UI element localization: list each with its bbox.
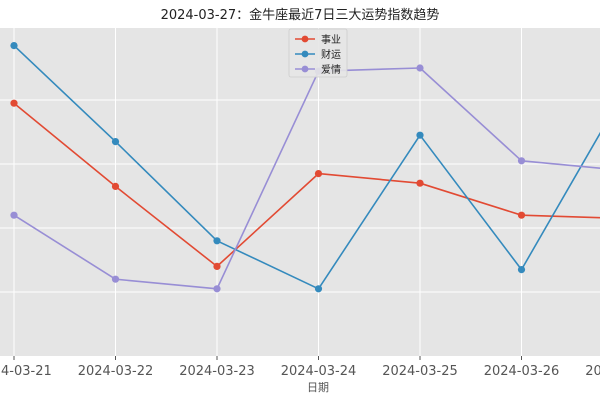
legend-swatch-marker: [301, 65, 309, 73]
data-point: [111, 138, 120, 146]
data-point: [10, 99, 18, 107]
x-tick-label: 2024-03-25: [382, 364, 458, 379]
series-lines: [10, 42, 600, 293]
data-point: [416, 131, 424, 139]
legend-label: 财运: [321, 48, 341, 61]
data-point: [10, 211, 18, 219]
x-tick-labels: 2024-03-21 2024-03-22 2024-03-23 2024-03-24…: [0, 356, 600, 379]
legend-label: 爱情: [321, 63, 341, 76]
legend-swatch-marker: [301, 50, 309, 58]
plot-background: [0, 28, 600, 356]
x-tick-label: 2024-03-23: [179, 364, 255, 379]
data-point: [111, 275, 120, 283]
data-point: [314, 170, 323, 178]
x-tick-label: 2024-03-27: [585, 364, 600, 379]
data-point: [416, 64, 424, 72]
data-point: [517, 157, 526, 165]
gridlines: [0, 28, 600, 356]
data-point: [416, 179, 424, 187]
data-point: [213, 262, 221, 270]
x-tick-label: 2024-03-21: [0, 364, 52, 379]
data-point: [10, 42, 18, 50]
x-tick-label: 2024-03-24: [281, 364, 357, 379]
legend-label: 事业: [321, 33, 341, 46]
chart-title: 2024-03-27：金牛座最近7日三大运势指数趋势: [161, 7, 440, 23]
data-point: [517, 211, 526, 219]
data-point: [213, 285, 221, 293]
x-tick-label: 2024-03-26: [484, 364, 560, 379]
x-axis-label: 日期: [307, 381, 329, 394]
legend-swatch-marker: [301, 35, 309, 43]
data-point: [111, 182, 120, 190]
x-tick-label: 2024-03-22: [78, 364, 154, 379]
data-point: [314, 285, 323, 293]
data-point: [517, 266, 526, 274]
data-point: [213, 237, 221, 245]
